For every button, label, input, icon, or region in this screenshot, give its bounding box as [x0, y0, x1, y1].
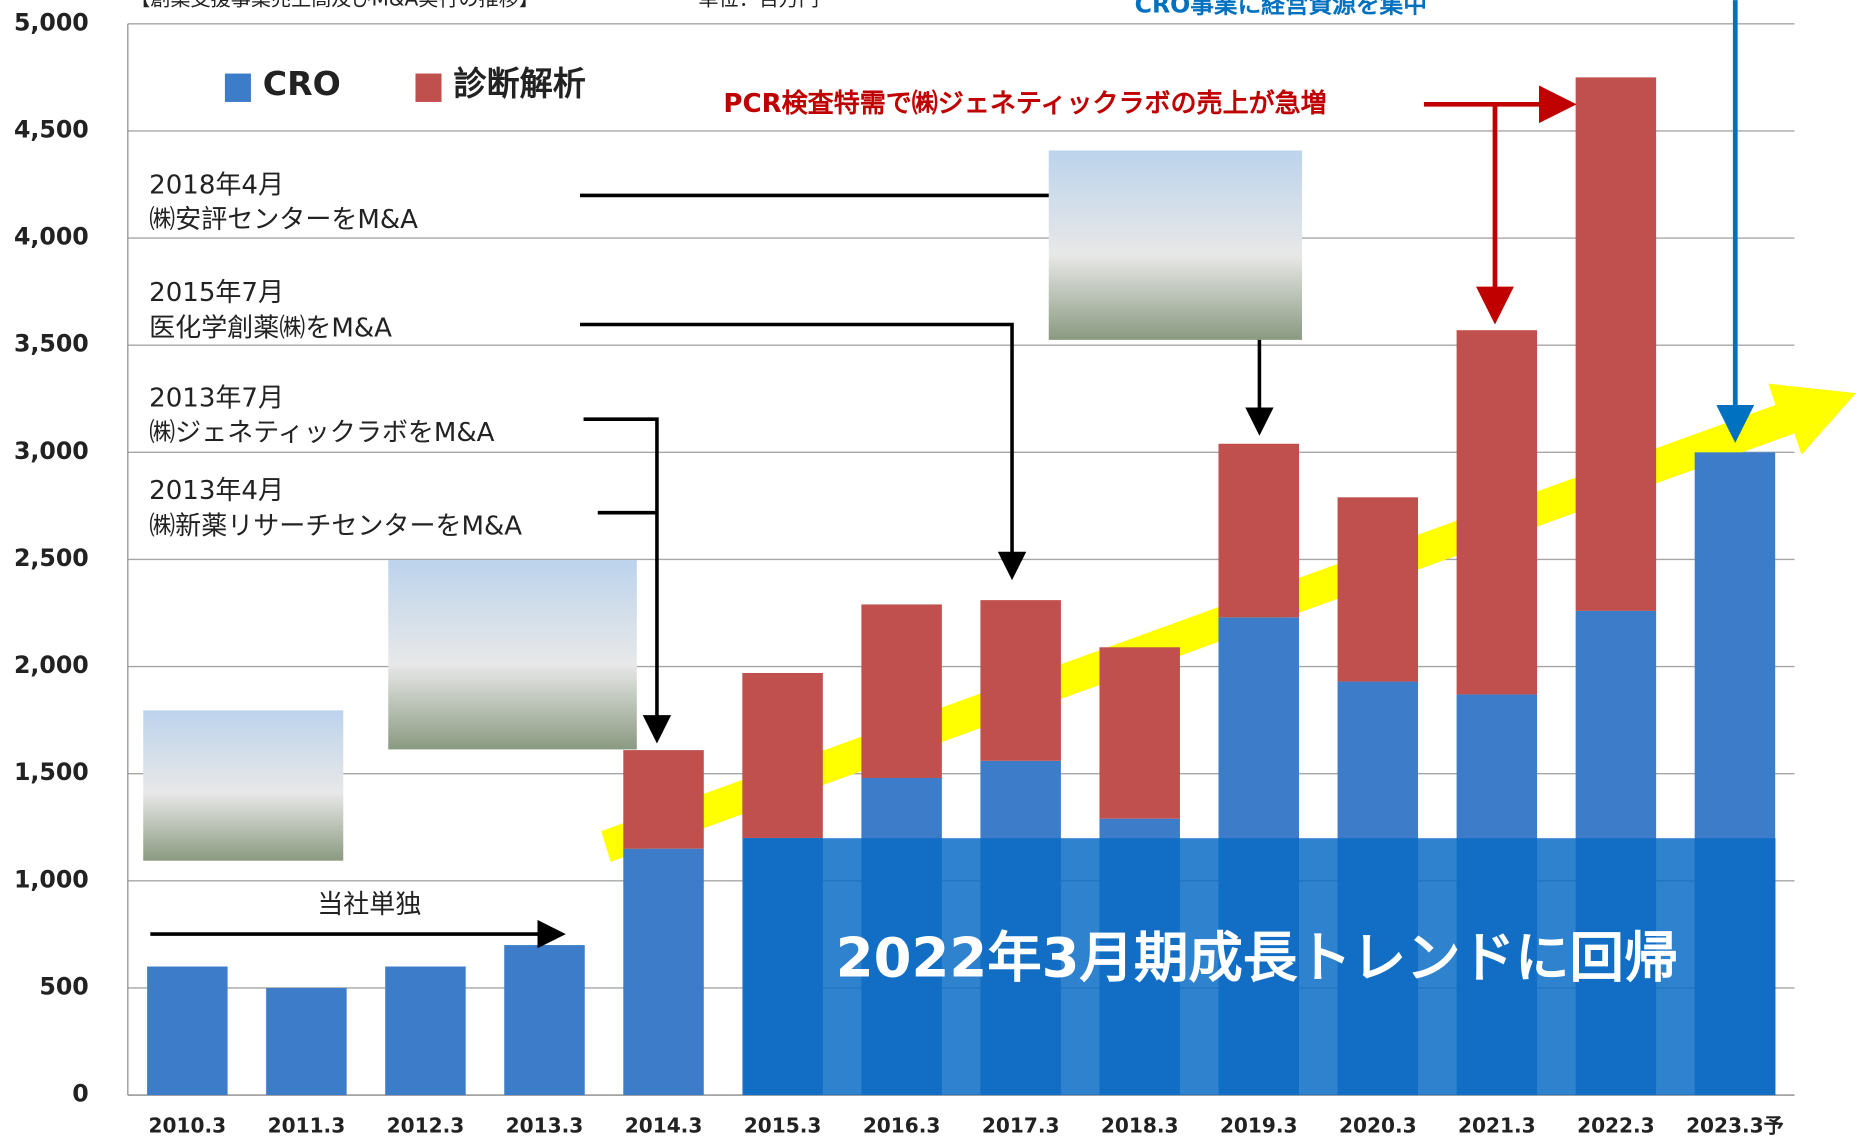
bar-segment: [1575, 77, 1657, 611]
y-tick-label: 2,000: [14, 651, 89, 679]
annotation: 2015年7月: [149, 278, 284, 308]
x-tick-label: 2020.3: [1339, 1114, 1417, 1138]
y-tick-label: 3,500: [14, 330, 89, 358]
arrow: [580, 322, 1027, 581]
y-tick-label: 1,500: [14, 758, 89, 786]
annotation: 医化学創薬㈱をM&A: [149, 314, 392, 344]
bar-segment: [266, 987, 347, 1096]
bar-segment: [980, 600, 1061, 761]
bar-segment: [385, 966, 466, 1096]
y-tick-label: 4,500: [14, 115, 89, 143]
photo: [388, 560, 637, 750]
annotation: 当社単独: [317, 890, 421, 920]
x-tick-label: 2022.3: [1577, 1114, 1655, 1138]
bar-segment: [1337, 497, 1419, 682]
arrow: [583, 417, 672, 744]
y-tick-label: 3,000: [14, 437, 89, 465]
x-tick-label: 2015.3: [744, 1114, 822, 1138]
annotation: 2013年7月: [149, 384, 284, 414]
x-tick-label: 2017.3: [982, 1114, 1060, 1138]
y-tick-label: 2,500: [14, 544, 89, 572]
photo: [1048, 150, 1303, 340]
annotation: 2022年3月期成長トレンドに回帰: [836, 925, 1679, 989]
x-tick-label: 2011.3: [268, 1114, 346, 1138]
bar-segment: [1099, 647, 1180, 819]
x-tick-label: 2013.3: [506, 1114, 584, 1138]
overlay-box: [743, 838, 1776, 1096]
bar-segment: [623, 848, 704, 1096]
annotation: PCR検査特需で㈱ジェネティックラボの売上が急増: [723, 88, 1326, 119]
y-tick-label: 500: [39, 972, 88, 1000]
bar-segment: [504, 945, 585, 1096]
bar-segment: [742, 672, 823, 838]
legend-label: CRO: [263, 64, 341, 103]
x-tick-label: 2019.3: [1220, 1114, 1298, 1138]
legend-label: 診断解析: [453, 64, 585, 103]
y-tick-label: 4,000: [14, 223, 89, 251]
x-tick-label: 2016.3: [863, 1114, 941, 1138]
annotation: CRO事業に経営資源を集中: [1135, 0, 1427, 19]
x-tick-label: 2018.3: [1101, 1114, 1179, 1138]
x-tick-label: 2012.3: [387, 1114, 465, 1138]
x-tick-label: 2010.3: [149, 1114, 227, 1138]
legend-swatch: [224, 73, 251, 102]
annotation: 2013年4月: [149, 476, 284, 506]
y-tick-label: 1,000: [14, 865, 89, 893]
annotation: ㈱安評センターをM&A: [149, 205, 418, 235]
photo: [143, 710, 344, 861]
chart-title: 【創薬支援事業売上高及びM&A実行の推移】: [130, 0, 539, 11]
x-tick-label: 2014.3: [625, 1114, 703, 1138]
x-tick-label: 2023.3予: [1686, 1114, 1784, 1138]
y-tick-label: 0: [72, 1080, 88, 1108]
annotation: 2018年4月: [149, 170, 284, 200]
bar-segment: [1456, 330, 1538, 695]
chart-subtitle: 単位：百万円: [698, 0, 819, 11]
bar-segment: [861, 604, 942, 778]
annotation: ㈱新薬リサーチセンターをM&A: [149, 511, 522, 541]
y-tick-label: 5,000: [14, 8, 89, 36]
annotation: ㈱ジェネティックラボをM&A: [149, 418, 495, 448]
bar-segment: [1218, 443, 1299, 618]
legend-swatch: [415, 73, 442, 102]
bar-segment: [147, 966, 228, 1096]
x-tick-label: 2021.3: [1458, 1114, 1536, 1138]
bar-segment: [623, 750, 704, 849]
